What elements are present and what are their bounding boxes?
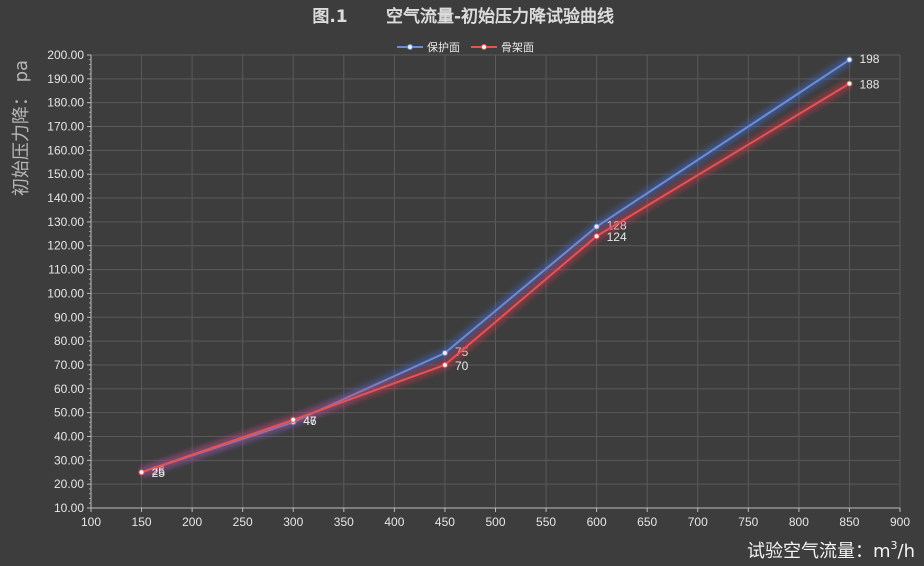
y-tick-label: 80.00 bbox=[54, 334, 84, 348]
series-1-point[interactable] bbox=[846, 56, 853, 63]
x-tick-label: 600 bbox=[587, 515, 607, 529]
y-tick-label: 130.00 bbox=[47, 215, 84, 229]
series-2-point[interactable] bbox=[593, 233, 600, 240]
x-tick-label: 500 bbox=[485, 515, 505, 529]
x-tick-label: 400 bbox=[384, 515, 404, 529]
y-tick-label: 60.00 bbox=[54, 382, 84, 396]
y-tick-label: 40.00 bbox=[54, 429, 84, 443]
x-tick-label: 100 bbox=[81, 515, 101, 529]
x-tick-label: 200 bbox=[182, 515, 202, 529]
x-axis-title-sup: 3 bbox=[891, 539, 898, 552]
y-tick-label: 110.00 bbox=[48, 263, 84, 277]
y-tick-label: 90.00 bbox=[54, 310, 84, 324]
y-tick-label: 190.00 bbox=[47, 72, 84, 86]
legend-item-2[interactable]: 骨架面 bbox=[471, 41, 534, 54]
y-tick-label: 100.00 bbox=[47, 286, 84, 300]
y-tick-label: 120.00 bbox=[47, 239, 84, 253]
x-tick-label: 550 bbox=[536, 515, 556, 529]
y-tick-label: 10.00 bbox=[54, 501, 84, 515]
legend[interactable]: 保护面 骨架面 bbox=[397, 40, 534, 54]
y-tick-label: 180.00 bbox=[47, 96, 84, 110]
x-axis-title-suffix: /h bbox=[898, 541, 915, 562]
y-tick-label: 20.00 bbox=[54, 477, 84, 491]
x-tick-label: 250 bbox=[233, 515, 253, 529]
series-2-point[interactable] bbox=[290, 416, 297, 423]
legend-swatch-marker bbox=[407, 44, 413, 50]
y-tick-label: 30.00 bbox=[54, 453, 84, 467]
x-tick-label: 150 bbox=[132, 515, 152, 529]
series-2-point[interactable] bbox=[846, 80, 853, 87]
x-tick-label: 900 bbox=[890, 515, 910, 529]
legend-swatch-marker bbox=[481, 44, 487, 50]
x-tick-label: 750 bbox=[738, 515, 758, 529]
y-tick-labels: 10.00 20.00 30.00 40.00 50.00 60.00 70.00 80.00… bbox=[47, 48, 84, 515]
series-1-point[interactable] bbox=[593, 223, 600, 230]
chart-title: 空气流量-初始压力降试验曲线 bbox=[386, 6, 614, 27]
x-tick-labels: 100 150 200 250 300 350 400 450 500 550 600 650 700 7… bbox=[81, 515, 910, 529]
y-tick-label: 160.00 bbox=[47, 143, 84, 157]
x-tick-label: 300 bbox=[283, 515, 303, 529]
legend-item-1[interactable]: 保护面 bbox=[397, 40, 460, 54]
chart-title-prefix: 图.1 bbox=[312, 7, 347, 27]
series-2-point[interactable] bbox=[138, 469, 145, 476]
x-tick-label: 800 bbox=[789, 515, 809, 529]
x-tick-label: 650 bbox=[637, 515, 657, 529]
series-2-data-label: 188 bbox=[859, 78, 879, 92]
x-tick-label: 700 bbox=[688, 515, 708, 529]
y-tick-label: 170.00 bbox=[47, 120, 84, 134]
y-axis-title: 初始压力降： pa bbox=[11, 60, 32, 196]
y-tick-label: 140.00 bbox=[47, 191, 84, 205]
y-tick-label: 150.00 bbox=[47, 167, 84, 181]
series-2-data-label: 25 bbox=[152, 466, 166, 480]
y-tick-label: 200.00 bbox=[47, 48, 84, 62]
series-2-point[interactable] bbox=[441, 361, 448, 368]
legend-label: 骨架面 bbox=[501, 41, 534, 54]
legend-label: 保护面 bbox=[427, 40, 460, 54]
y-tick-label: 70.00 bbox=[54, 358, 84, 372]
x-tick-label: 450 bbox=[435, 515, 455, 529]
x-axis-title-main: 试验空气流量：m bbox=[747, 541, 891, 562]
x-axis-title: 试验空气流量：m3/h bbox=[747, 539, 915, 562]
x-tick-label: 350 bbox=[334, 515, 354, 529]
y-tick-label: 50.00 bbox=[54, 406, 84, 420]
series-2-data-label: 70 bbox=[455, 359, 469, 373]
series-1-point[interactable] bbox=[441, 350, 448, 357]
x-tick-label: 850 bbox=[839, 515, 859, 529]
series-1-data-label: 198 bbox=[859, 52, 879, 66]
axes bbox=[87, 54, 901, 512]
series-2-data-label: 47 bbox=[303, 414, 317, 428]
series-2-data-label: 124 bbox=[607, 230, 627, 244]
